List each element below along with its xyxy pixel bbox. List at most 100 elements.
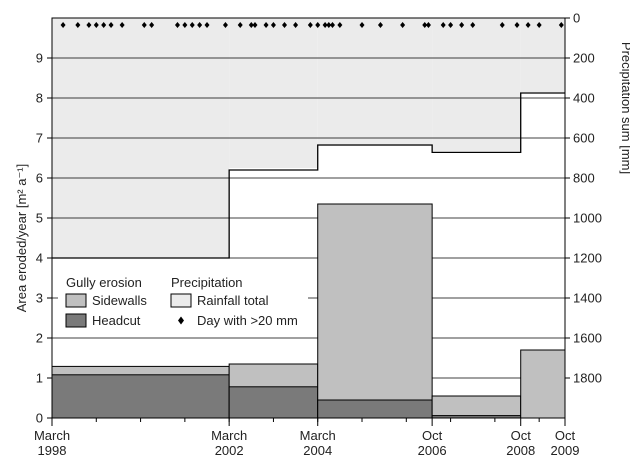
- heavy-rain-day-5: [108, 22, 114, 28]
- heavy-rain-day-27: [377, 22, 383, 28]
- legend-label-rainfall-total: Rainfall total: [197, 293, 269, 308]
- heavy-rain-day-19: [282, 22, 288, 28]
- heavy-rain-day-8: [149, 22, 155, 28]
- legend-swatch-sidewalls: [65, 293, 87, 308]
- heavy-rain-day-40: [425, 22, 431, 28]
- heavy-rain-day-30: [440, 22, 446, 28]
- bar-sidewalls-3: [431, 395, 522, 419]
- heavy-rain-day-0: [60, 22, 66, 28]
- bar-headcut-2: [317, 399, 433, 419]
- heavy-rain-day-7: [141, 22, 147, 28]
- legend-swatch-headcut: [65, 313, 87, 328]
- y-left-tick-label-0: 0: [36, 411, 43, 426]
- x-tick-label-2-0: March: [300, 428, 336, 443]
- bar-sidewalls-2: [317, 203, 433, 419]
- bar-sidewalls-4: [520, 349, 566, 419]
- y-right-tick-label-8: 1600: [573, 331, 602, 346]
- y-left-tick-label-5: 5: [36, 211, 43, 226]
- y-right-tick-label-0: 0: [573, 11, 580, 26]
- y-left-tick-label-9: 9: [36, 51, 43, 66]
- y-right-tick-label-1: 200: [573, 51, 595, 66]
- heavy-rain-day-34: [499, 22, 505, 28]
- heavy-rain-day-25: [337, 22, 343, 28]
- bar-headcut-0: [51, 374, 230, 419]
- heavy-rain-day-29: [422, 22, 428, 28]
- heavy-rain-day-36: [525, 22, 531, 28]
- heavy-rain-day-23: [322, 22, 328, 28]
- x-tick-label-5-1: 2009: [551, 443, 580, 458]
- x-tick-label-3-1: 2006: [418, 443, 447, 458]
- y-left-tick-label-8: 8: [36, 91, 43, 106]
- y-right-tick-label-6: 1200: [573, 251, 602, 266]
- legend: Gully erosion Precipitation Sidewalls He…: [58, 268, 308, 336]
- x-tick-label-3-0: Oct: [422, 428, 443, 443]
- x-tick-label-5-0: Oct: [555, 428, 576, 443]
- heavy-rain-day-18: [270, 22, 276, 28]
- heavy-rain-day-12: [197, 22, 203, 28]
- rainfall-area-2: [317, 18, 433, 146]
- heavy-rain-day-17: [263, 22, 269, 28]
- heavy-rain-day-markers: [60, 22, 564, 28]
- heavy-rain-day-39: [252, 22, 258, 28]
- legend-marker-day-20mm: [178, 316, 184, 325]
- heavy-rain-day-31: [448, 22, 454, 28]
- heavy-rain-day-26: [359, 22, 365, 28]
- legend-precip-title: Precipitation: [171, 275, 243, 290]
- legend-label-day-20mm: Day with >20 mm: [197, 313, 298, 328]
- y-left-tick-label-7: 7: [36, 131, 43, 146]
- y-right-tick-label-3: 600: [573, 131, 595, 146]
- heavy-rain-day-14: [222, 22, 228, 28]
- heavy-rain-day-3: [93, 22, 99, 28]
- rainfall-step-line: [52, 92, 565, 259]
- y-left-tick-label-1: 1: [36, 371, 43, 386]
- rainfall-area-3: [432, 18, 521, 151]
- heavy-rain-day-15: [237, 22, 243, 28]
- y-right-tick-label-9: 1800: [573, 371, 602, 386]
- x-tick-label-4-0: Oct: [511, 428, 532, 443]
- heavy-rain-day-20: [293, 22, 299, 28]
- heavy-rain-day-9: [174, 22, 180, 28]
- legend-gully-title: Gully erosion: [66, 275, 142, 290]
- heavy-rain-day-28: [400, 22, 406, 28]
- heavy-rain-day-11: [189, 22, 195, 28]
- x-tick-label-4-1: 2008: [506, 443, 535, 458]
- heavy-rain-day-1: [75, 22, 81, 28]
- axes: 0 1 2 3 4 5 6 7 8 9 0 200 400 600 800 1000 1200 1400 1600 1…: [34, 11, 602, 459]
- legend-label-headcut: Headcut: [92, 313, 141, 328]
- y-right-tick-label-4: 800: [573, 171, 595, 186]
- x-tick-label-2-1: 2004: [303, 443, 332, 458]
- heavy-rain-day-38: [558, 22, 564, 28]
- heavy-rain-day-10: [182, 22, 188, 28]
- rainfall-area-1: [229, 18, 318, 168]
- heavy-rain-day-6: [119, 22, 125, 28]
- heavy-rain-day-24: [329, 22, 335, 28]
- x-tick-label-1-1: 2002: [215, 443, 244, 458]
- heavy-rain-day-16: [248, 22, 254, 28]
- rainfall-step-line-layer: [52, 92, 565, 259]
- heavy-rain-day-2: [86, 22, 92, 28]
- heavy-rain-day-13: [204, 22, 210, 28]
- x-tick-label-1-0: March: [211, 428, 247, 443]
- heavy-rain-day-21: [307, 22, 313, 28]
- heavy-rain-day-33: [470, 22, 476, 28]
- y-right-tick-label-7: 1400: [573, 291, 602, 306]
- heavy-rain-day-41: [326, 22, 332, 28]
- bar-headcut-1: [228, 386, 319, 419]
- legend-swatch-rainfall-total: [170, 293, 192, 308]
- y-left-tick-label-3: 3: [36, 291, 43, 306]
- heavy-rain-day-37: [536, 22, 542, 28]
- y-right-tick-label-2: 400: [573, 91, 595, 106]
- y-right-axis-title: Precipitation sum [mm]: [619, 42, 630, 174]
- y-left-tick-label-6: 6: [36, 171, 43, 186]
- y-right-tick-label-5: 1000: [573, 211, 602, 226]
- legend-label-sidewalls: Sidewalls: [92, 293, 147, 308]
- heavy-rain-day-32: [459, 22, 465, 28]
- y-left-tick-label-4: 4: [36, 251, 43, 266]
- heavy-rain-day-4: [101, 22, 107, 28]
- y-left-axis-title: Area eroded/year [m² a⁻¹]: [14, 164, 29, 312]
- erosion-bars: [51, 203, 566, 419]
- y-left-tick-label-2: 2: [36, 331, 43, 346]
- heavy-rain-day-35: [514, 22, 520, 28]
- rainfall-area-4: [520, 18, 565, 92]
